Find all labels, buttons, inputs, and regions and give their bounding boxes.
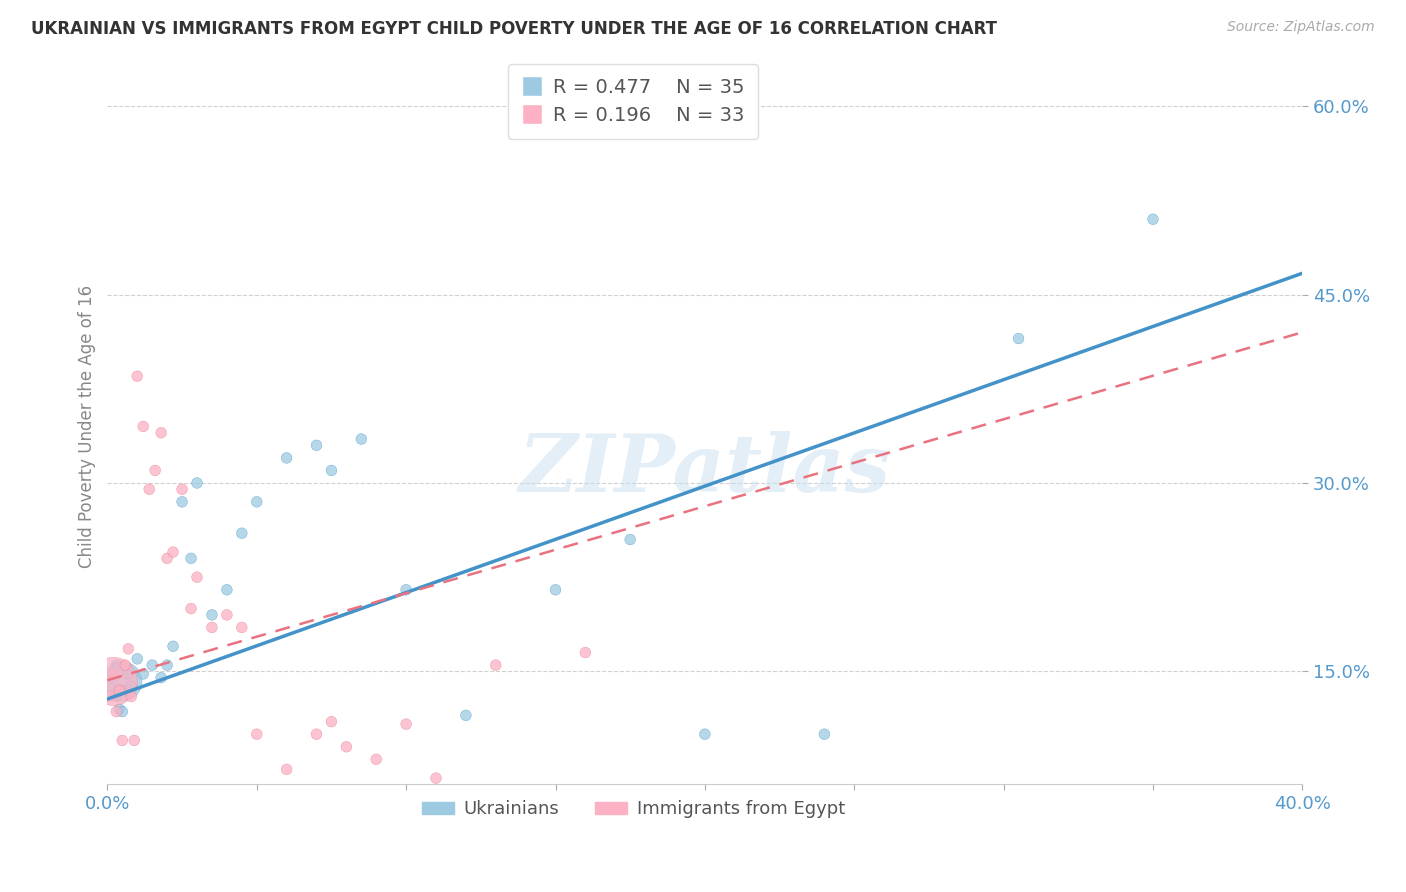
Point xyxy=(276,450,298,465)
Point xyxy=(231,620,253,634)
Point xyxy=(215,582,238,597)
Point xyxy=(156,551,179,566)
Point xyxy=(138,483,160,497)
Point xyxy=(156,658,179,673)
Point xyxy=(350,432,373,446)
Point xyxy=(246,495,269,509)
Point xyxy=(335,739,357,754)
Point xyxy=(108,702,131,716)
Point xyxy=(170,495,193,509)
Point xyxy=(366,752,388,766)
Point xyxy=(117,666,139,681)
Point xyxy=(395,717,418,731)
Point xyxy=(111,674,134,689)
Point xyxy=(813,727,835,741)
Point xyxy=(103,666,125,681)
Point xyxy=(120,690,142,704)
Point xyxy=(114,683,136,698)
Point xyxy=(276,763,298,777)
Point xyxy=(127,652,149,666)
Point xyxy=(395,582,418,597)
Point xyxy=(1142,212,1164,227)
Point xyxy=(619,533,641,547)
Point xyxy=(132,666,155,681)
Point xyxy=(425,771,447,785)
Point xyxy=(305,727,328,741)
Point xyxy=(574,646,596,660)
Point xyxy=(117,641,139,656)
Point xyxy=(180,551,202,566)
Point xyxy=(143,463,166,477)
Point xyxy=(127,369,149,384)
Point xyxy=(105,690,128,704)
Text: UKRAINIAN VS IMMIGRANTS FROM EGYPT CHILD POVERTY UNDER THE AGE OF 16 CORRELATION: UKRAINIAN VS IMMIGRANTS FROM EGYPT CHILD… xyxy=(31,20,997,37)
Point xyxy=(108,683,131,698)
Point xyxy=(162,640,184,654)
Point xyxy=(186,475,208,490)
Point xyxy=(114,658,136,673)
Point xyxy=(201,607,224,622)
Point xyxy=(246,727,269,741)
Point xyxy=(122,733,145,747)
Point xyxy=(103,671,125,685)
Point xyxy=(180,601,202,615)
Point xyxy=(321,714,343,729)
Point xyxy=(98,690,121,704)
Point xyxy=(120,680,142,694)
Point xyxy=(544,582,567,597)
Point xyxy=(132,419,155,434)
Legend: Ukrainians, Immigrants from Egypt: Ukrainians, Immigrants from Egypt xyxy=(415,793,852,825)
Point xyxy=(111,705,134,719)
Point xyxy=(150,671,173,685)
Point xyxy=(693,727,716,741)
Point xyxy=(454,708,477,723)
Y-axis label: Child Poverty Under the Age of 16: Child Poverty Under the Age of 16 xyxy=(79,285,96,568)
Point xyxy=(150,425,173,440)
Text: Source: ZipAtlas.com: Source: ZipAtlas.com xyxy=(1227,20,1375,34)
Point xyxy=(321,463,343,477)
Point xyxy=(105,705,128,719)
Point xyxy=(111,733,134,747)
Text: ZIPatlas: ZIPatlas xyxy=(519,431,891,508)
Point xyxy=(215,607,238,622)
Point xyxy=(201,620,224,634)
Point xyxy=(186,570,208,584)
Point xyxy=(98,680,121,694)
Point xyxy=(170,483,193,497)
Point xyxy=(105,658,128,673)
Point xyxy=(231,526,253,541)
Point xyxy=(1007,332,1029,346)
Point xyxy=(162,545,184,559)
Point xyxy=(305,438,328,452)
Point xyxy=(141,658,163,673)
Point xyxy=(485,658,508,673)
Point xyxy=(103,674,125,689)
